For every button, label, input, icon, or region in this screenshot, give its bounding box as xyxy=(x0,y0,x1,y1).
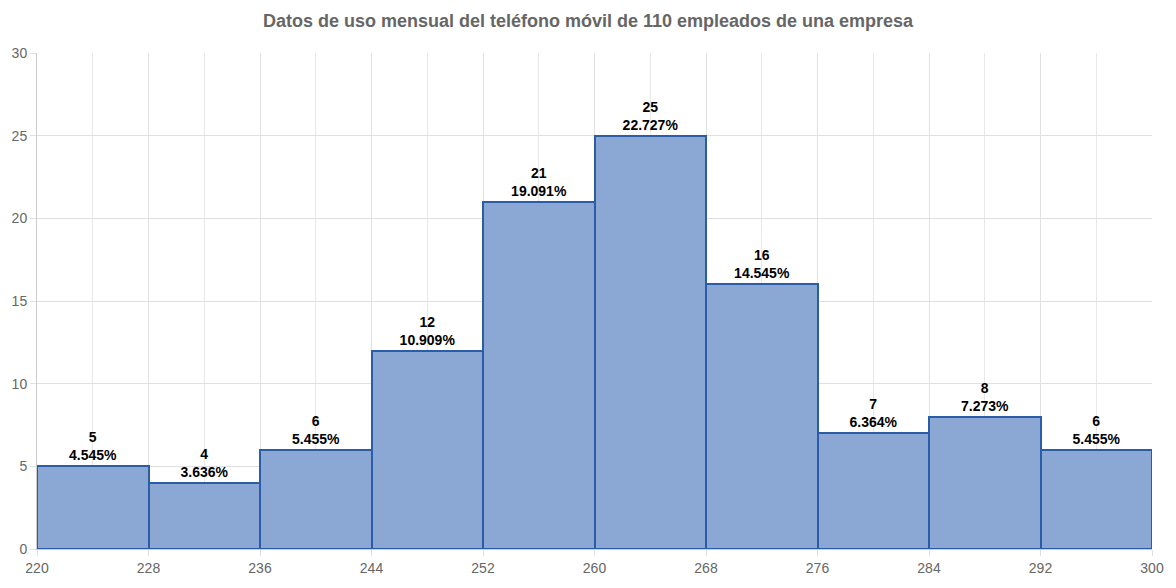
svg-text:1614.545%: 1614.545% xyxy=(734,247,790,281)
svg-text:54.545%: 54.545% xyxy=(69,429,117,463)
svg-text:76.364%: 76.364% xyxy=(849,396,897,430)
svg-text:244: 244 xyxy=(360,560,384,576)
svg-text:1210.909%: 1210.909% xyxy=(400,314,456,348)
svg-text:300: 300 xyxy=(1140,560,1164,576)
svg-text:5: 5 xyxy=(19,458,27,474)
svg-text:284: 284 xyxy=(917,560,941,576)
svg-text:20: 20 xyxy=(12,210,28,226)
svg-text:15: 15 xyxy=(12,293,28,309)
svg-text:87.273%: 87.273% xyxy=(961,380,1009,414)
svg-text:10: 10 xyxy=(12,376,28,392)
svg-text:0: 0 xyxy=(19,541,27,557)
svg-text:236: 236 xyxy=(248,560,272,576)
svg-text:276: 276 xyxy=(806,560,830,576)
svg-text:2119.091%: 2119.091% xyxy=(511,165,567,199)
svg-text:292: 292 xyxy=(1029,560,1053,576)
svg-text:30: 30 xyxy=(12,45,28,61)
svg-text:228: 228 xyxy=(137,560,161,576)
svg-text:260: 260 xyxy=(583,560,607,576)
svg-text:Datos de uso mensual del teléf: Datos de uso mensual del teléfono móvil … xyxy=(263,11,914,31)
svg-text:252: 252 xyxy=(471,560,495,576)
svg-text:220: 220 xyxy=(25,560,49,576)
svg-text:2522.727%: 2522.727% xyxy=(623,99,679,133)
svg-text:25: 25 xyxy=(12,128,28,144)
svg-text:65.455%: 65.455% xyxy=(292,413,340,447)
svg-text:268: 268 xyxy=(694,560,718,576)
svg-text:43.636%: 43.636% xyxy=(180,446,228,480)
svg-text:65.455%: 65.455% xyxy=(1072,413,1120,447)
